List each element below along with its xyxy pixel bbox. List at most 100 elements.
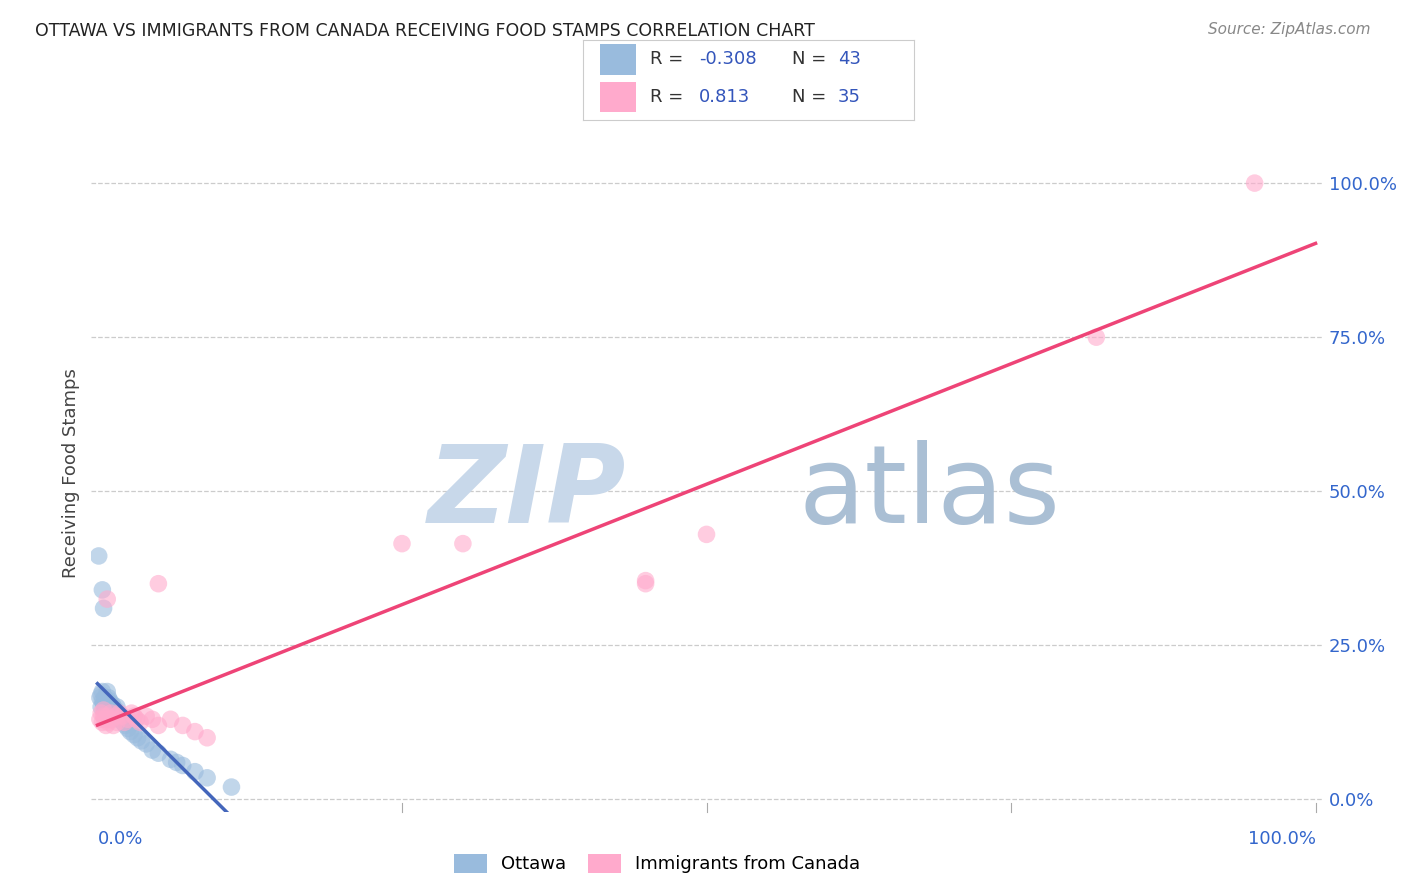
Text: Source: ZipAtlas.com: Source: ZipAtlas.com	[1208, 22, 1371, 37]
Point	[451, 536, 474, 550]
Point	[221, 780, 243, 794]
Point	[184, 764, 207, 779]
Point	[131, 734, 153, 748]
Y-axis label: Receiving Food Stamps: Receiving Food Stamps	[62, 368, 80, 578]
Text: N =: N =	[792, 51, 825, 69]
Point	[696, 527, 718, 541]
Point	[122, 709, 145, 723]
Point	[141, 712, 163, 726]
Point	[141, 743, 163, 757]
Point	[94, 712, 117, 726]
Point	[89, 690, 111, 705]
Point	[96, 697, 118, 711]
Point	[112, 715, 135, 730]
Point	[93, 709, 115, 723]
Point	[89, 712, 111, 726]
Text: 35: 35	[838, 88, 860, 106]
Point	[98, 697, 121, 711]
Point	[87, 549, 110, 563]
Point	[634, 574, 657, 588]
Point	[91, 715, 114, 730]
Point	[105, 700, 128, 714]
Point	[125, 712, 148, 726]
Point	[121, 706, 143, 720]
Legend: Ottawa, Immigrants from Canada: Ottawa, Immigrants from Canada	[447, 847, 868, 880]
Point	[105, 715, 128, 730]
Point	[135, 709, 157, 723]
Point	[1243, 176, 1265, 190]
Point	[135, 737, 157, 751]
Point	[104, 709, 127, 723]
Point	[93, 601, 115, 615]
Point	[96, 684, 118, 698]
Text: OTTAWA VS IMMIGRANTS FROM CANADA RECEIVING FOOD STAMPS CORRELATION CHART: OTTAWA VS IMMIGRANTS FROM CANADA RECEIVI…	[35, 22, 815, 40]
Point	[117, 712, 139, 726]
FancyBboxPatch shape	[600, 44, 637, 75]
Point	[148, 746, 170, 760]
Point	[101, 712, 124, 726]
Point	[159, 752, 181, 766]
Point	[100, 703, 122, 717]
Text: 43: 43	[838, 51, 860, 69]
Point	[93, 697, 115, 711]
Point	[184, 724, 207, 739]
Point	[98, 712, 121, 726]
Point	[93, 703, 115, 717]
Point	[90, 706, 112, 720]
Point	[195, 771, 218, 785]
Point	[110, 712, 132, 726]
Point	[117, 722, 139, 736]
Point	[114, 718, 136, 732]
Point	[108, 709, 131, 723]
Point	[100, 706, 122, 720]
Text: 0.0%: 0.0%	[97, 830, 143, 848]
Point	[172, 758, 194, 772]
Point	[90, 688, 112, 702]
Point	[122, 728, 145, 742]
Point	[97, 690, 120, 705]
Point	[103, 706, 125, 720]
Point	[172, 718, 194, 732]
Point	[91, 582, 114, 597]
Point	[148, 718, 170, 732]
Point	[91, 694, 114, 708]
Point	[129, 715, 152, 730]
Point	[108, 706, 131, 720]
Point	[104, 703, 127, 717]
Text: 100.0%: 100.0%	[1247, 830, 1316, 848]
Point	[127, 731, 149, 745]
Point	[96, 592, 118, 607]
Point	[391, 536, 413, 550]
Point	[97, 700, 120, 714]
Point	[120, 724, 142, 739]
Point	[103, 700, 125, 714]
Text: N =: N =	[792, 88, 825, 106]
Point	[111, 709, 134, 723]
Point	[96, 709, 118, 723]
Point	[101, 697, 124, 711]
Text: 0.813: 0.813	[699, 88, 751, 106]
Point	[94, 690, 117, 705]
Point	[90, 700, 112, 714]
Point	[112, 715, 135, 730]
Point	[166, 756, 188, 770]
Point	[94, 718, 117, 732]
Text: ZIP: ZIP	[429, 440, 627, 546]
Point	[98, 694, 121, 708]
Point	[148, 576, 170, 591]
Point	[195, 731, 218, 745]
Point	[1085, 330, 1108, 344]
Text: -0.308: -0.308	[699, 51, 756, 69]
Point	[634, 576, 657, 591]
Text: R =: R =	[650, 88, 683, 106]
Point	[159, 712, 181, 726]
FancyBboxPatch shape	[600, 82, 637, 112]
Point	[91, 684, 114, 698]
Point	[97, 715, 120, 730]
Point	[103, 718, 125, 732]
Text: R =: R =	[650, 51, 683, 69]
Text: atlas: atlas	[799, 440, 1060, 546]
Point	[94, 694, 117, 708]
Point	[94, 703, 117, 717]
Point	[94, 700, 117, 714]
